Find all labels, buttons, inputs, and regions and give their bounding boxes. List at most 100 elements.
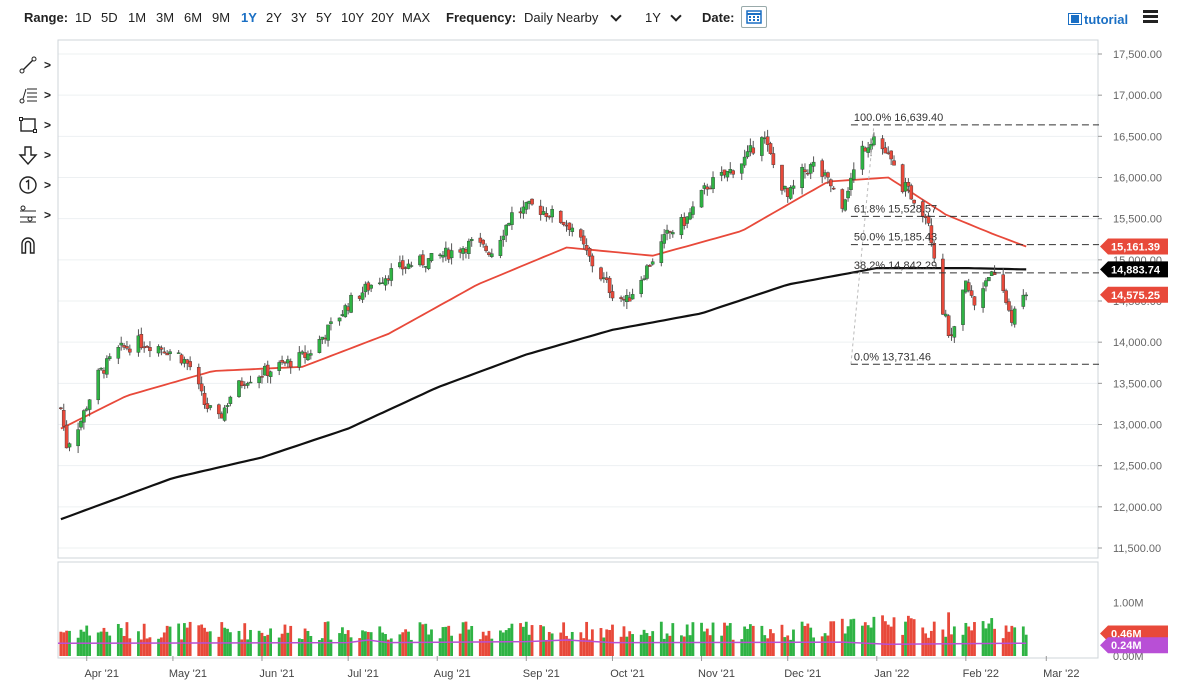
volume-bar	[228, 632, 232, 656]
candle-body	[288, 361, 293, 368]
candle-body	[165, 352, 169, 356]
film-icon[interactable]	[1068, 13, 1082, 28]
volume-bar	[369, 632, 373, 656]
volume-bar	[886, 624, 890, 656]
candle-body	[481, 239, 485, 245]
volume-bar	[519, 623, 522, 656]
x-tick-label: Apr '21	[84, 668, 119, 680]
fibonacci-level-label: 0.0% 13,731.46	[854, 351, 931, 363]
candle-body	[145, 346, 149, 348]
candle-body	[662, 234, 666, 244]
candle-body	[803, 169, 807, 173]
price-tag	[1100, 261, 1168, 278]
counter-tool[interactable]: >	[14, 175, 54, 199]
fibonacci-tool[interactable]: >	[14, 85, 54, 109]
volume-bar	[892, 617, 896, 656]
candle-body	[806, 172, 810, 175]
candle-body	[650, 261, 655, 265]
hamburger-menu-icon[interactable]	[1143, 10, 1158, 24]
volume-bar	[162, 632, 166, 656]
magnet-tool[interactable]	[14, 235, 54, 259]
volume-bar	[668, 635, 672, 656]
volume-bar	[611, 624, 614, 656]
volume-bar	[277, 637, 281, 656]
range-button-6m[interactable]: 6M	[184, 10, 203, 25]
candle-body	[490, 253, 494, 257]
volume-bar	[909, 618, 913, 656]
volume-bar	[386, 639, 390, 656]
range-button-3y[interactable]: 3Y	[291, 10, 307, 25]
candle-body	[627, 297, 632, 302]
rectangle-tool[interactable]: >	[14, 115, 54, 139]
volume-bar	[691, 622, 695, 656]
range-button-1y[interactable]: 1Y	[241, 10, 257, 25]
volume-bar	[720, 635, 724, 656]
candle-body	[909, 185, 914, 200]
candle-body	[343, 305, 348, 318]
price-tag-label: 14,883.74	[1111, 264, 1161, 276]
volume-bar	[585, 621, 589, 656]
volume-bar	[743, 626, 747, 656]
candle-body	[642, 278, 646, 280]
candle-body	[510, 212, 514, 225]
candle-body	[329, 321, 333, 324]
candle-body	[389, 268, 394, 281]
volume-bar	[384, 634, 387, 656]
volume-bar	[421, 624, 425, 656]
candle-body	[610, 291, 615, 299]
range-button-9m[interactable]: 9M	[212, 10, 231, 25]
range-button-20y[interactable]: 20Y	[371, 10, 395, 25]
candle-body	[225, 405, 230, 407]
candle-body	[162, 351, 167, 354]
gann-tool[interactable]: >	[14, 205, 54, 229]
volume-bar	[967, 626, 971, 656]
volume-bar	[662, 638, 666, 656]
candle-body	[82, 410, 86, 423]
volume-bar	[944, 636, 948, 656]
candle-body	[619, 297, 623, 299]
calendar-icon[interactable]	[741, 6, 767, 28]
volume-bar	[148, 637, 152, 656]
range-button-1d[interactable]: 1D	[75, 10, 92, 25]
volume-bar	[628, 631, 632, 656]
candle-body	[337, 317, 342, 322]
volume-bar	[280, 633, 284, 656]
candle-body	[831, 187, 836, 190]
trendline-tool[interactable]: >	[14, 55, 54, 79]
volume-bar	[418, 622, 422, 656]
candle-body	[892, 160, 896, 166]
volume-bar	[682, 636, 686, 656]
candle-body	[467, 240, 471, 254]
range-button-max[interactable]: MAX	[402, 10, 431, 25]
range-button-5d[interactable]: 5D	[101, 10, 118, 25]
candle-body	[228, 396, 233, 404]
range-button-1m[interactable]: 1M	[128, 10, 147, 25]
period-select[interactable]: 1Y	[645, 10, 661, 25]
volume-bar	[625, 636, 629, 656]
volume-bar	[981, 621, 985, 656]
toolbar: Range: 1D 5D 1M 3M 6M 9M 1Y 2Y 3Y 5Y 10Y 20Y MAX Fre…	[0, 0, 1179, 36]
range-button-2y[interactable]: 2Y	[266, 10, 282, 25]
range-button-10y[interactable]: 10Y	[341, 10, 365, 25]
tutorial-link[interactable]: tutorial	[1084, 12, 1129, 27]
volume-bar	[389, 638, 393, 656]
candle-body	[530, 198, 534, 205]
candle-body	[76, 429, 80, 447]
volume-bar	[927, 637, 930, 656]
fibonacci-level-label: 38.2% 14,842.29	[854, 260, 937, 272]
frequency-select[interactable]: Daily Nearby	[524, 10, 599, 25]
volume-bar	[85, 625, 89, 656]
candle-body	[590, 255, 595, 267]
candle-body	[943, 313, 948, 317]
x-tick-label: May '21	[169, 668, 207, 680]
arrow-tool[interactable]: >	[14, 145, 54, 169]
volume-bar	[872, 616, 876, 656]
range-button-5y[interactable]: 5Y	[316, 10, 332, 25]
volume-bar	[470, 625, 474, 656]
volume-bar	[444, 626, 448, 656]
candle-body	[87, 399, 92, 410]
range-button-3m[interactable]: 3M	[156, 10, 175, 25]
x-tick-label: Oct '21	[610, 668, 645, 680]
volume-bar	[487, 630, 491, 656]
